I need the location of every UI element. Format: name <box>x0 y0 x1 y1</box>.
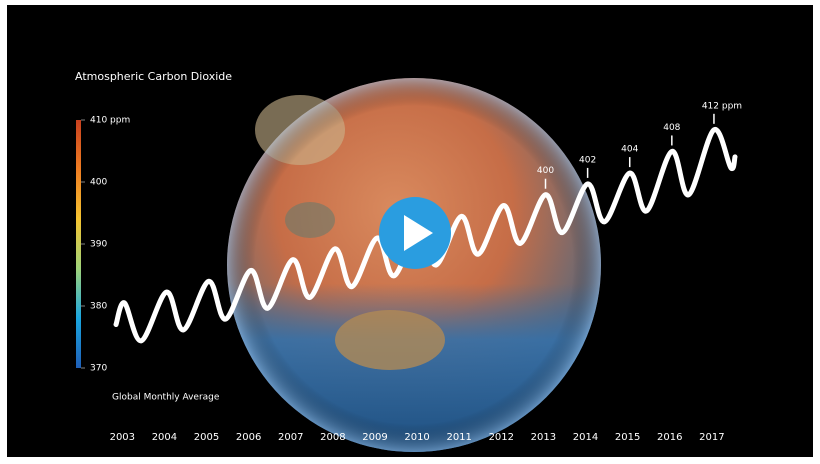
chart-title: Atmospheric Carbon Dioxide <box>75 70 232 83</box>
x-tick-label: 2005 <box>194 432 219 443</box>
x-tick-label: 2013 <box>531 432 556 443</box>
annotation-label: 412 ppm <box>702 101 742 111</box>
x-tick-label: 2010 <box>404 432 429 443</box>
x-tick-label: 2012 <box>489 432 514 443</box>
x-tick-label: 2016 <box>657 432 682 443</box>
colorbar-tick-label: 370 <box>90 364 107 374</box>
x-tick-label: 2008 <box>320 432 345 443</box>
annotation-label: 400 <box>537 166 554 176</box>
x-tick-label: 2017 <box>699 432 724 443</box>
x-tick-label: 2003 <box>110 432 135 443</box>
annotation-label: 402 <box>579 155 596 165</box>
annotation-label: 404 <box>621 145 638 155</box>
x-tick-label: 2004 <box>152 432 177 443</box>
annotation-label: 408 <box>663 123 680 133</box>
x-tick-label: 2009 <box>362 432 387 443</box>
play-button[interactable] <box>379 197 451 269</box>
x-tick-label: 2011 <box>446 432 471 443</box>
colorbar-tick-label: 380 <box>90 302 107 312</box>
x-tick-label: 2006 <box>236 432 261 443</box>
x-tick-label: 2014 <box>573 432 598 443</box>
colorbar <box>76 120 81 368</box>
x-tick-label: 2015 <box>615 432 640 443</box>
colorbar-tick-label: 390 <box>90 240 107 250</box>
colorbar-tick-label: 400 <box>90 178 107 188</box>
chart-note: Global Monthly Average <box>112 393 220 403</box>
x-tick-label: 2007 <box>278 432 303 443</box>
colorbar-tick-label: 410 ppm <box>90 116 130 126</box>
